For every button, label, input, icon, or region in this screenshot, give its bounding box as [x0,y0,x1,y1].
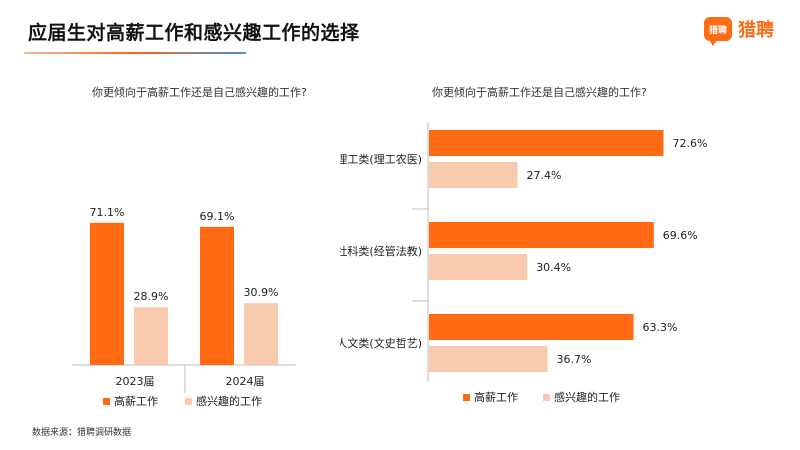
bar-interest-2 [244,303,278,365]
right-chart-title: 你更倾向于高薪工作还是自己感兴趣的工作? [432,86,647,99]
bar-interest-1 [429,162,518,188]
data-label: 69.6% [663,229,698,242]
data-label: 71.1% [90,206,125,219]
legend-swatch [543,394,550,401]
data-label: 36.7% [557,353,592,366]
title-underline [24,52,246,54]
left-chart-title: 你更倾向于高薪工作还是自己感兴趣的工作? [92,86,307,99]
bar-high-salary-2 [200,226,234,365]
legend-swatch [463,394,470,401]
legend-swatch [103,398,110,405]
liepin-logo-icon: 猎聘 [704,17,732,46]
data-label: 27.4% [527,169,562,182]
category-label: 2024届 [226,375,265,388]
data-label: 63.3% [642,321,677,334]
legend-label: 感兴趣的工作 [554,390,620,404]
bar-high-salary-1 [90,222,124,365]
brand-logo: 猎聘 猎聘 [704,16,774,46]
source-note: 数据来源：猎聘调研数据 [32,428,132,438]
data-label: 72.6% [672,137,707,150]
category-label: 人文类(文史哲艺) [340,336,422,350]
brand-name: 猎聘 [738,20,774,41]
legend-label: 感兴趣的工作 [196,394,262,408]
legend-label: 高薪工作 [474,390,518,404]
category-label: 理工类(理工农医) [340,152,422,166]
data-label: 28.9% [134,290,169,303]
bar-high-salary-3 [429,314,634,340]
bar-interest-3 [429,346,548,372]
major-comparison-chart: 72.6% 27.4% 理工类(理工农医) 69.6% 30.4% 社科类(经管法教) 63… [340,122,707,404]
data-label: 30.4% [536,261,571,274]
bar-high-salary-1 [429,130,664,156]
category-label: 2023届 [116,375,155,388]
page-title: 应届生对高薪工作和感兴趣工作的选择 [28,22,360,44]
legend-swatch [185,398,192,405]
data-label: 69.1% [200,210,235,223]
bar-high-salary-2 [429,222,654,248]
bar-interest-2 [429,254,528,280]
legend-label: 高薪工作 [114,394,158,408]
category-label: 社科类(经管法教) [340,244,422,258]
data-label: 30.9% [244,286,279,299]
bar-interest-1 [134,307,168,365]
